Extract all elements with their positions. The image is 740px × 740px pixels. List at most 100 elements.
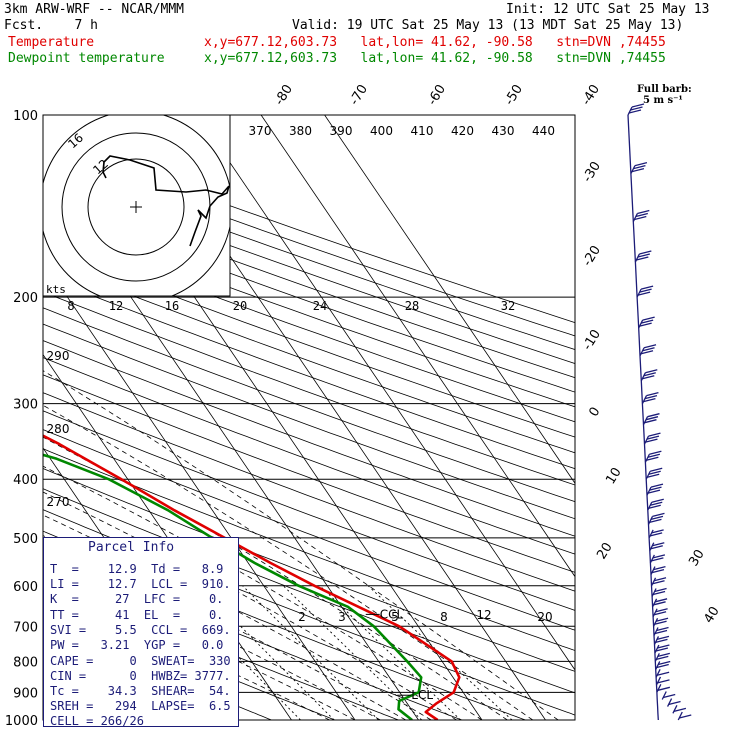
isotherm-label-top: -70 (347, 82, 371, 108)
dry-adiabat (43, 246, 575, 438)
mixing-ratio-line (282, 585, 423, 720)
wind-barb-flag (654, 620, 667, 625)
wind-barb-flag (645, 369, 658, 374)
wind-barb-flag (633, 164, 646, 170)
pressure-label-400: 400 (13, 473, 38, 488)
wind-barb-flag (657, 644, 670, 649)
wind-barb-flag (630, 106, 643, 111)
wind-barb-flag (646, 392, 659, 397)
wind-barb-flag (657, 679, 670, 684)
isotherm-label-side: -10 (580, 327, 604, 353)
pressure-label-600: 600 (13, 580, 38, 595)
wind-barb-flag (631, 103, 645, 108)
wind-barb-staff (672, 705, 678, 714)
mixing-ratio-label: 12 (476, 608, 491, 622)
isotherm-line (260, 115, 575, 578)
pressure-label-700: 700 (13, 620, 38, 635)
wind-barb-flag (651, 557, 664, 562)
hodo-axis-label: 32 (501, 299, 515, 313)
wind-barb-flag (651, 568, 665, 574)
temperature-location: x,y=677.12,603.73 lat,lon= 41.62, -90.58… (204, 35, 666, 50)
parcel-row-cell: CELL = 266/26 (50, 714, 144, 728)
wind-barb-flag (642, 375, 655, 380)
isotherm-label-top: -50 (502, 82, 526, 108)
hodo-axis-label: 12 (109, 299, 123, 313)
wind-barb-flag (631, 167, 645, 173)
dry-adiabat (43, 260, 575, 454)
isotherm-label-top: -40 (579, 82, 603, 108)
wind-barb-flag (654, 598, 668, 603)
wind-barb-flag (655, 608, 668, 613)
dewpoint-profile (43, 453, 423, 720)
dry-adiabat (43, 392, 575, 592)
parcel-row-t: T = 12.9 Td = 8.9 (50, 562, 224, 576)
pressure-label-500: 500 (13, 532, 38, 547)
wind-barb-staff (655, 676, 662, 686)
parcel-row-k: K = 27 LFC = 0. (50, 592, 224, 606)
wind-barb-flag (652, 590, 666, 596)
temperature-legend: Temperature (8, 35, 95, 50)
wind-barb-flag (651, 529, 664, 534)
wind-barb-flag (655, 647, 669, 652)
theta-side-label: 280 (47, 422, 70, 436)
isotherm-label-top: -80 (272, 82, 296, 108)
wind-barb-flag (639, 322, 652, 327)
wind-barb-flag (639, 288, 652, 293)
parcel-info-panel: Parcel Info T = 12.9 Td = 8.9 LI = 12.7 … (43, 537, 239, 728)
wind-barb-flag (637, 209, 650, 215)
pressure-label-200: 200 (13, 291, 38, 306)
wind-barb-flag (648, 432, 661, 437)
wind-barb-mast (627, 114, 659, 721)
plot-frame (42, 114, 576, 721)
dry-adiabat (43, 468, 575, 672)
wind-barb-staff (630, 165, 636, 174)
wind-barb-staff (646, 486, 652, 496)
moist-adiabat (43, 514, 432, 720)
model-title: 3km ARW-WRF -- NCAR/MMM (4, 2, 185, 17)
ccl-label: CCL (380, 607, 404, 621)
wind-barb-flag (648, 470, 661, 475)
wind-barb-flag (649, 486, 662, 491)
wind-barb-staff (653, 627, 659, 636)
wind-barb-flag (646, 435, 660, 440)
wind-barb-flag (651, 498, 664, 503)
valid-time: Valid: 19 UTC Sat 25 May 13 (13 MDT Sat … (292, 18, 684, 33)
wind-barb-flag (654, 629, 668, 635)
wind-barb-flag (649, 518, 662, 524)
isotherm-label-side: 40 (701, 604, 722, 626)
wind-barb-flag (656, 663, 669, 669)
wind-barb-flag (653, 565, 666, 571)
wind-barb-staff (656, 684, 662, 693)
dry-adiabat (43, 175, 575, 364)
wind-barb-flag (644, 395, 658, 400)
dry-adiabat (43, 429, 575, 631)
dry-adiabat (43, 291, 575, 486)
theta-side-label: 290 (47, 349, 70, 363)
wind-barbs (627, 103, 692, 721)
wind-barb-flag (653, 577, 667, 582)
parcel-row-tc: Tc = 34.3 SHEAR= 54. (50, 684, 231, 698)
dry-adiabat (43, 217, 575, 408)
wind-barb-flag (655, 638, 668, 644)
wind-barb-staff (650, 577, 657, 587)
wind-barb-flag (658, 660, 671, 666)
wind-barb-flag (646, 456, 659, 461)
wind-barb-flag (649, 450, 662, 455)
mixing-ratio-label: 2 (298, 610, 306, 624)
hodo-axis-label: 28 (405, 299, 419, 313)
dry-adiabat (43, 575, 399, 720)
wind-barb-staff (638, 319, 644, 329)
wind-barb-staff (651, 588, 657, 597)
wind-barb-flag (634, 215, 647, 221)
mixing-ratio-label: 3 (338, 610, 346, 624)
dry-adiabat (43, 374, 575, 573)
wind-barb-staff (677, 711, 683, 721)
isotherm-label-top: -60 (425, 82, 449, 108)
wind-barb-flag (652, 580, 665, 585)
wind-barb-flag (656, 655, 669, 661)
isotherm-line (324, 115, 575, 484)
wind-barb-flag (628, 109, 642, 114)
isotherm-label-side: -20 (580, 243, 604, 269)
barb-legend-title: Full barb: (637, 84, 692, 95)
wind-barb-flag (652, 512, 665, 518)
